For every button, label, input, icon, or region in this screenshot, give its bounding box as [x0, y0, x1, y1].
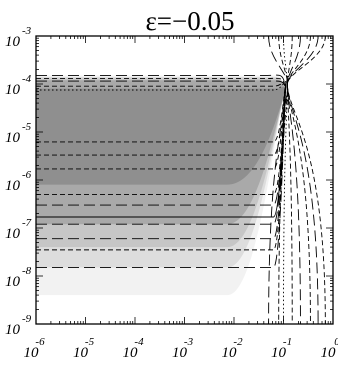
- x-tick-exponent: -3: [184, 336, 194, 348]
- y-tick-exponent: -8: [22, 265, 32, 277]
- y-tick-exponent: -9: [22, 313, 32, 325]
- x-tick-exponent: -2: [233, 336, 243, 348]
- y-tick-base: 10: [5, 82, 21, 98]
- x-tick-exponent: -1: [283, 336, 292, 348]
- x-tick-labels: 10-6 10-5 10-4 10-3 10-2 10-1 100: [24, 336, 338, 361]
- chart-title: ε=−0.05: [145, 6, 234, 36]
- y-tick-label: 10-7: [5, 217, 32, 242]
- x-tick-label: 10-1: [271, 336, 292, 361]
- y-tick-base: 10: [5, 274, 21, 290]
- x-tick-label: 10-3: [172, 336, 194, 361]
- y-tick-label: 10-9: [5, 313, 32, 338]
- x-tick-label: 10-5: [73, 336, 95, 361]
- y-tick-label: 10-5: [5, 121, 32, 146]
- y-tick-exponent: -5: [22, 121, 32, 133]
- x-tick-label: 10-4: [123, 336, 145, 361]
- y-tick-base: 10: [5, 322, 21, 338]
- x-tick-exponent: -5: [85, 336, 95, 348]
- y-tick-labels: 10-310-410-510-610-710-810-9: [5, 25, 32, 338]
- y-tick-label: 10-3: [5, 25, 32, 50]
- y-tick-exponent: -7: [22, 217, 32, 229]
- y-tick-label: 10-8: [5, 265, 32, 290]
- y-tick-base: 10: [5, 34, 21, 50]
- band-darkest: [36, 87, 285, 185]
- y-tick-exponent: -3: [22, 25, 32, 37]
- y-tick-base: 10: [5, 130, 21, 146]
- x-tick-exponent: -6: [35, 336, 45, 348]
- y-tick-base: 10: [5, 226, 21, 242]
- x-tick-exponent: -4: [134, 336, 144, 348]
- y-tick-base: 10: [5, 178, 21, 194]
- x-tick-label: 10-2: [222, 336, 244, 361]
- y-tick-exponent: -6: [22, 169, 32, 181]
- y-tick-label: 10-4: [5, 73, 32, 98]
- x-tick-label: 10-6: [24, 336, 46, 361]
- plot-area: [36, 36, 333, 324]
- x-tick-exponent: 0: [334, 336, 338, 348]
- shaded-bands: [36, 76, 285, 296]
- y-tick-exponent: -4: [22, 73, 32, 85]
- y-tick-label: 10-6: [5, 169, 32, 194]
- x-tick-label: 100: [321, 336, 338, 361]
